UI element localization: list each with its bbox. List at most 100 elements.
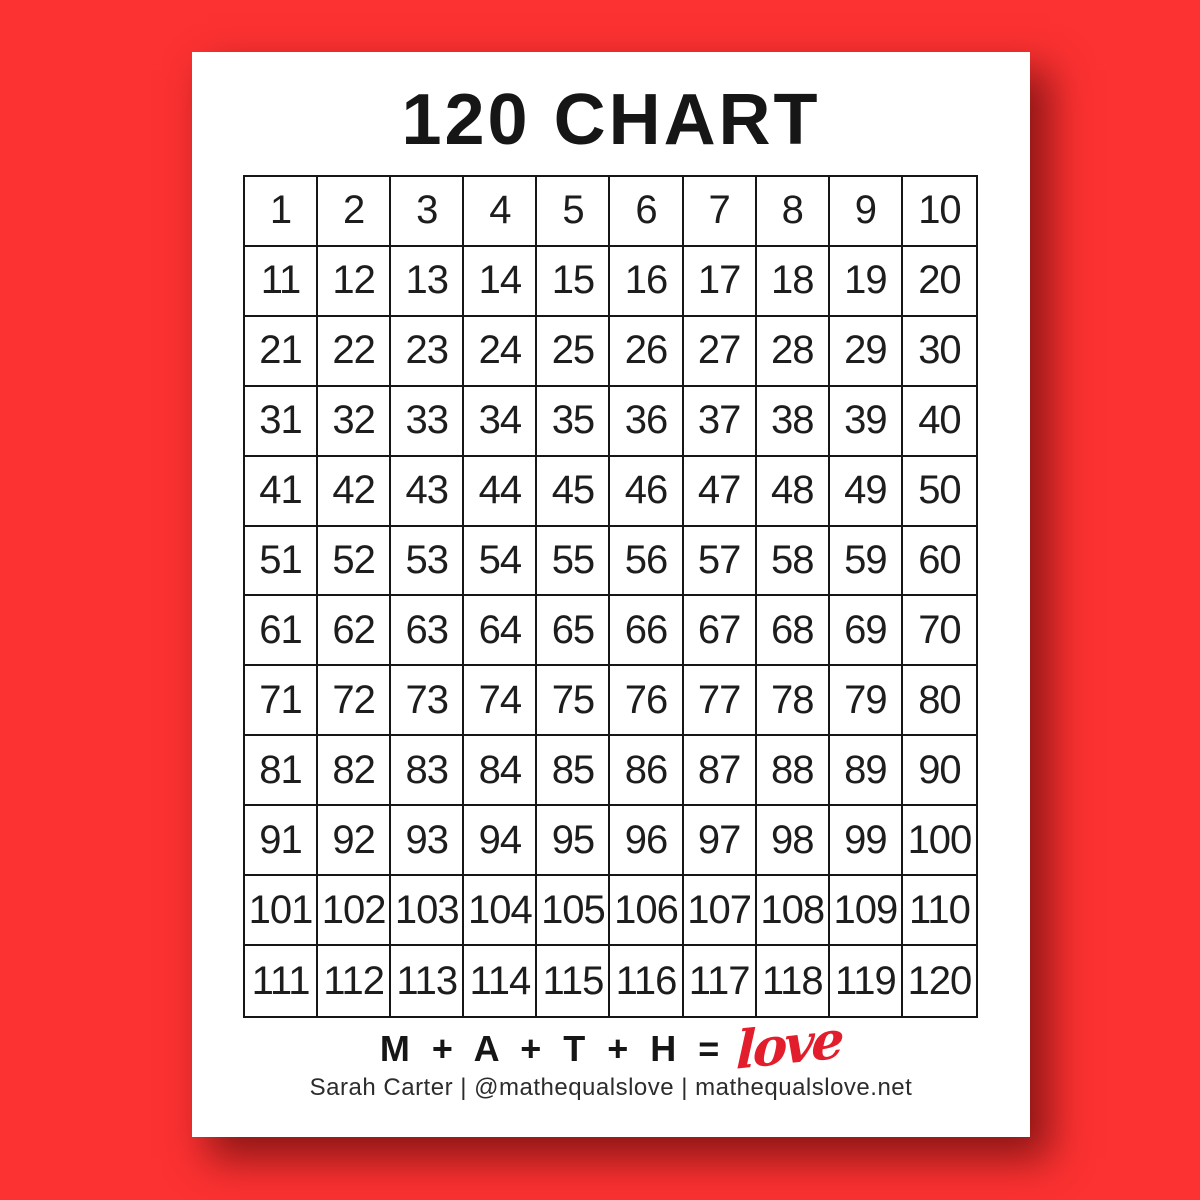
grid-cell: 99 <box>829 806 903 877</box>
credit-line: Sarah Carter | @mathequalslove | mathequ… <box>309 1074 913 1101</box>
grid-cell: 23 <box>391 316 465 387</box>
grid-cell: 1 <box>245 177 319 247</box>
grid-cell: 82 <box>318 736 392 807</box>
grid-cell: 112 <box>318 946 392 1016</box>
grid-cell: 65 <box>537 596 611 667</box>
grid-cell: 7 <box>683 177 757 247</box>
grid-cell: 29 <box>829 316 903 387</box>
grid-cell: 109 <box>829 876 903 947</box>
grid-cell: 4 <box>464 177 538 247</box>
grid-cell: 115 <box>537 946 611 1016</box>
grid-cell: 3 <box>391 177 465 247</box>
grid-cell: 47 <box>683 456 757 527</box>
grid-cell: 92 <box>318 806 392 877</box>
grid-cell: 78 <box>756 666 830 737</box>
grid-cell: 24 <box>464 316 538 387</box>
grid-cell: 90 <box>902 736 976 807</box>
grid-cell: 9 <box>829 177 903 247</box>
grid-cell: 54 <box>464 526 538 597</box>
grid-cell: 85 <box>537 736 611 807</box>
grid-cell: 96 <box>610 806 684 877</box>
grid-cell: 10 <box>902 177 976 247</box>
grid-cell: 73 <box>391 666 465 737</box>
grid-cell: 49 <box>829 456 903 527</box>
grid-cell: 34 <box>464 386 538 457</box>
grid-cell: 39 <box>829 386 903 457</box>
grid-cell: 114 <box>464 946 538 1016</box>
grid-cell: 13 <box>391 246 465 317</box>
grid-cell: 41 <box>245 456 319 527</box>
grid-cell: 97 <box>683 806 757 877</box>
grid-cell: 27 <box>683 316 757 387</box>
grid-cell: 14 <box>464 246 538 317</box>
grid-cell: 63 <box>391 596 465 667</box>
grid-cell: 91 <box>245 806 319 877</box>
grid-cell: 16 <box>610 246 684 317</box>
grid-cell: 58 <box>756 526 830 597</box>
grid-cell: 56 <box>610 526 684 597</box>
grid-cell: 20 <box>902 247 976 317</box>
grid-cell: 66 <box>610 596 684 667</box>
grid-cell: 17 <box>683 246 757 317</box>
grid-cell: 31 <box>245 386 319 457</box>
grid-cell: 69 <box>829 596 903 667</box>
grid-cell: 6 <box>610 177 684 247</box>
grid-cell: 51 <box>245 526 319 597</box>
grid-cell: 120 <box>907 958 973 1003</box>
grid-cell: 15 <box>537 246 611 317</box>
grid-cell: 61 <box>245 596 319 667</box>
grid-cell: 35 <box>537 386 611 457</box>
number-grid: 1 2 3 4 5 6 7 8 9 10 11 12 13 14 15 16 17 18 19 20 21 22 23 24 2… <box>243 175 978 1018</box>
grid-cell: 88 <box>756 736 830 807</box>
grid-cell: 60 <box>902 527 976 597</box>
grid-cell: 113 <box>391 946 465 1016</box>
grid-cell: 108 <box>756 876 830 947</box>
grid-cell: 111 <box>245 946 319 1016</box>
grid-cell: 62 <box>318 596 392 667</box>
page-title: 120 CHART <box>401 80 821 160</box>
grid-cell: 77 <box>683 666 757 737</box>
grid-cell: 105 <box>537 876 611 947</box>
grid-cell: 52 <box>318 526 392 597</box>
grid-cell: 74 <box>464 666 538 737</box>
grid-cell: 98 <box>756 806 830 877</box>
grid-cell: 102 <box>318 876 392 947</box>
grid-cell: 101 <box>245 876 319 947</box>
grid-cell: 2 <box>318 177 392 247</box>
grid-cell: 37 <box>683 386 757 457</box>
equation-text: M + A + T + H = <box>379 1028 723 1069</box>
grid-cell: 86 <box>610 736 684 807</box>
grid-cell: 100 <box>902 806 976 877</box>
grid-cell: 89 <box>829 736 903 807</box>
grid-cell: 18 <box>756 246 830 317</box>
grid-cell: 75 <box>537 666 611 737</box>
grid-cell: 80 <box>902 666 976 737</box>
grid-cell: 50 <box>902 457 976 527</box>
grid-cell: 40 <box>902 387 976 457</box>
worksheet-page: 120 CHART 1 2 3 4 5 6 7 8 9 10 11 12 13 14 15 16 17 18 19 2… <box>192 52 1030 1137</box>
grid-cell: 28 <box>756 316 830 387</box>
grid-cell: 72 <box>318 666 392 737</box>
grid-cell: 59 <box>829 526 903 597</box>
grid-cell: 71 <box>245 666 319 737</box>
grid-cell: 46 <box>610 456 684 527</box>
grid-cell: 70 <box>902 596 976 667</box>
grid-cell: 79 <box>829 666 903 737</box>
grid-cell: 11 <box>245 246 319 317</box>
grid-cell: 104 <box>464 876 538 947</box>
grid-cell: 53 <box>391 526 465 597</box>
grid-cell: 19 <box>829 246 903 317</box>
math-equals-love-line: M + A + T + H = love <box>192 1009 1030 1082</box>
grid-cell: 103 <box>391 876 465 947</box>
grid-cell: 5 <box>537 177 611 247</box>
grid-cell: 26 <box>610 316 684 387</box>
grid-cell: 55 <box>537 526 611 597</box>
grid-cell: 107 <box>683 876 757 947</box>
grid-cell: 43 <box>391 456 465 527</box>
grid-cell: 119 <box>830 946 903 1016</box>
grid-cell: 36 <box>610 386 684 457</box>
grid-cell: 117 <box>684 946 757 1016</box>
grid-cell: 110 <box>902 876 976 947</box>
grid-cell: 42 <box>318 456 392 527</box>
grid-cell: 87 <box>683 736 757 807</box>
